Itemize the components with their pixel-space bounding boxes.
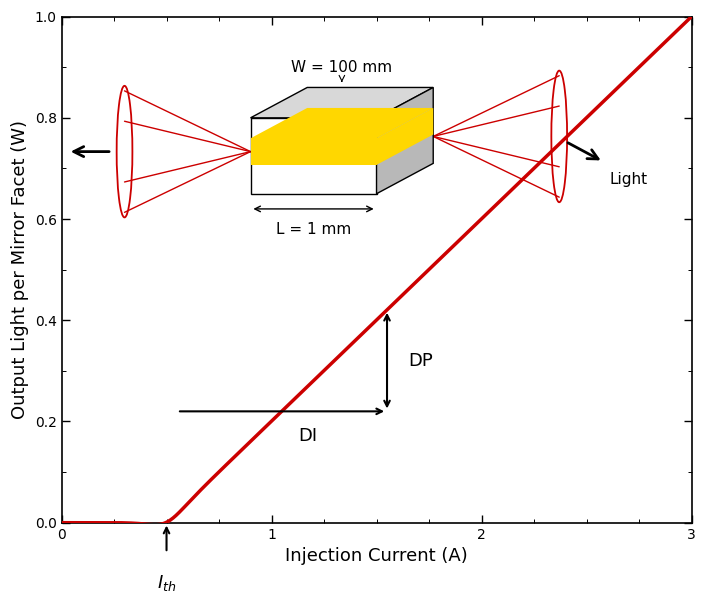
Polygon shape xyxy=(377,88,433,194)
Text: $I_{th}$: $I_{th}$ xyxy=(157,573,176,593)
Y-axis label: Output Light per Mirror Facet (W): Output Light per Mirror Facet (W) xyxy=(11,120,29,419)
Text: W = 100 mm: W = 100 mm xyxy=(291,60,392,75)
Polygon shape xyxy=(377,108,433,165)
Text: L = 1 mm: L = 1 mm xyxy=(276,221,351,236)
Text: DI: DI xyxy=(299,427,318,445)
Polygon shape xyxy=(250,108,433,139)
Polygon shape xyxy=(250,139,377,165)
Polygon shape xyxy=(250,118,377,194)
Text: Light: Light xyxy=(609,172,648,187)
Text: DP: DP xyxy=(408,352,433,370)
Polygon shape xyxy=(250,88,433,118)
X-axis label: Injection Current (A): Injection Current (A) xyxy=(285,547,468,565)
